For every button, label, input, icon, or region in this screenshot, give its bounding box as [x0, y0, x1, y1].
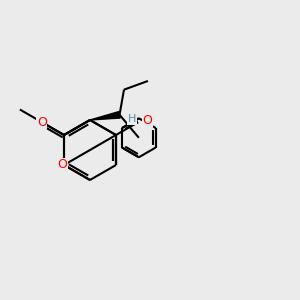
Text: O: O — [37, 116, 47, 129]
Text: O: O — [58, 158, 68, 172]
Polygon shape — [90, 112, 120, 120]
Text: O: O — [37, 116, 47, 129]
Text: H: H — [128, 114, 136, 124]
Text: O: O — [142, 114, 152, 127]
